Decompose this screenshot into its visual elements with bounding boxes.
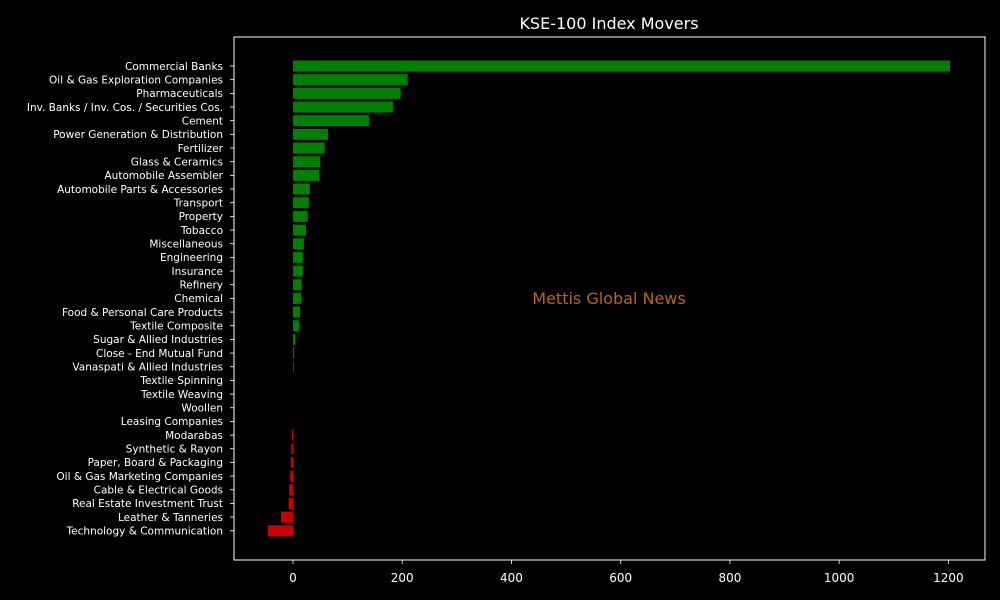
category-label: Automobile Assembler [105,170,224,182]
bar [292,156,321,168]
category-label: Property [179,211,223,223]
bar [289,484,293,496]
category-label: Fertilizer [178,143,224,155]
category-label: Oil & Gas Exploration Companies [49,74,223,86]
bar [292,60,951,72]
category-label: Textile Composite [129,321,223,333]
bar [288,497,293,509]
bar [292,279,302,291]
category-label: Vanaspati & Allied Industries [72,362,223,374]
bar [292,361,294,373]
category-label: Close - End Mutual Fund [96,348,223,360]
bar [292,306,301,318]
category-label: Sugar & Allied Industries [93,334,223,346]
category-label: Engineering [160,252,223,264]
category-label: Pharmaceuticals [136,88,223,100]
category-label: Real Estate Investment Trust [72,498,223,510]
bar [292,292,302,304]
category-label: Miscellaneous [149,239,223,251]
category-label: Oil & Gas Marketing Companies [56,471,223,483]
category-label: Textile Spinning [139,375,223,387]
category-label: Technology & Communication [66,526,223,538]
category-label: Textile Weaving [140,389,223,401]
category-label: Chemical [174,293,223,305]
category-label: Cement [182,115,223,127]
bar [292,101,393,113]
category-label: Food & Personal Care Products [62,307,223,319]
bar [290,456,293,468]
x-tick-label: 800 [718,571,741,585]
bar [292,87,401,99]
x-tick-label: 1000 [824,571,855,585]
bar [292,251,303,263]
category-label: Transport [173,198,223,210]
bar [292,115,369,127]
bar [292,142,325,154]
x-tick-label: 0 [289,571,297,585]
bar [292,128,328,140]
category-label: Insurance [171,266,223,278]
category-label: Modarabas [165,430,223,442]
category-label: Paper, Board & Packaging [88,457,223,469]
bar [292,224,307,236]
bar [290,470,293,482]
bar [292,183,310,195]
category-label: Glass & Ceramics [131,156,223,168]
bar [292,265,303,277]
category-label: Commercial Banks [125,61,223,73]
category-label: Leather & Tanneries [118,512,223,524]
category-label: Tobacco [180,225,223,237]
category-label: Refinery [179,280,223,292]
bar [292,347,295,359]
bar [291,429,293,441]
category-label: Cable & Electrical Goods [94,485,223,497]
bar [291,443,293,455]
bar [292,320,299,332]
x-tick-label: 1200 [933,571,964,585]
bar [292,238,304,250]
category-label: Woollen [181,403,223,415]
category-label: Power Generation & Distribution [53,129,223,141]
category-label: Synthetic & Rayon [126,444,223,456]
bar [292,333,296,345]
bar [267,525,293,537]
category-label: Inv. Banks / Inv. Cos. / Securities Cos. [27,102,223,114]
chart-title: KSE-100 Index Movers [519,14,698,33]
x-axis-ticks-group: 0 200 400 600 800 1000 1200 [289,560,964,585]
bar [292,210,308,222]
x-tick-label: 400 [500,571,523,585]
category-label: Leasing Companies [121,416,223,428]
category-label: Automobile Parts & Accessories [57,184,223,196]
x-tick-label: 200 [391,571,414,585]
bar [280,511,293,523]
bars-group [267,60,951,537]
x-tick-label: 600 [609,571,632,585]
bar [292,74,408,86]
bar [292,197,309,209]
bar [292,169,320,181]
watermark-text: Mettis Global News [532,289,685,308]
